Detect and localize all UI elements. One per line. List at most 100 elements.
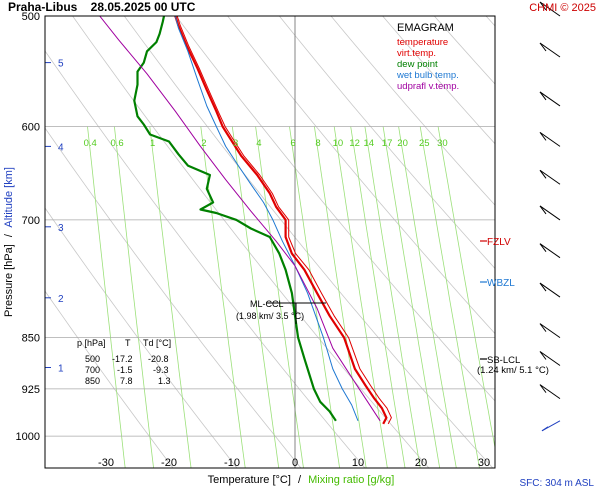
- wind-barb: [539, 323, 561, 339]
- altitude-tick-label: 4: [58, 142, 64, 153]
- y-axis-title-sep: /: [3, 233, 15, 237]
- wind-barb: [539, 42, 561, 58]
- fzlv-label: FZLV: [487, 237, 511, 248]
- dry-adiabat: [72, 16, 430, 468]
- series-temperatureline: [174, 16, 388, 425]
- table-cell: 850: [85, 376, 100, 386]
- mixing-ratio-line: [333, 126, 388, 468]
- wind-barb: [539, 205, 561, 221]
- wind-barb: [539, 169, 561, 185]
- mixing-ratio-line: [419, 126, 480, 468]
- mixing-ratio-label: 2: [201, 138, 206, 149]
- mixing-ratio-label: 20: [397, 138, 408, 149]
- series-wet-bulb-temp-line: [174, 16, 359, 421]
- wbzl-label: WBZL: [487, 278, 515, 289]
- temperature-tick-label: -10: [224, 457, 240, 469]
- mixing-ratio-label: 14: [364, 138, 375, 149]
- table-cell: 7.8: [120, 376, 133, 386]
- mixing-ratio-label: 10: [333, 138, 344, 149]
- x-axis-title-temperature: Temperature [°C]: [208, 474, 291, 486]
- wind-barb: [539, 384, 561, 400]
- table-header-p: p [hPa]: [77, 338, 106, 348]
- pressure-tick-label: 700: [22, 215, 40, 227]
- sb-lcl-label: SB-LCL: [487, 355, 520, 366]
- pressure-tick-label: 500: [22, 11, 40, 23]
- dry-adiabat: [175, 16, 495, 402]
- wind-barb: [539, 1, 561, 17]
- mixing-ratio-label: 0.4: [84, 138, 97, 149]
- sounding-table: p [hPa] T Td [°C] 500 -17.2 -20.8 700 -1…: [77, 338, 171, 386]
- mixing-ratio-line: [350, 126, 406, 468]
- mixing-ratio-line: [398, 126, 457, 468]
- temperature-tick-label: 30: [478, 457, 490, 469]
- table-cell: 500: [85, 354, 100, 364]
- wind-barb: [541, 420, 561, 432]
- mixing-ratio-line: [437, 126, 495, 450]
- dry-adiabat: [45, 207, 238, 468]
- pressure-tick-label: 1000: [16, 431, 40, 443]
- table-cell: -1.5: [117, 365, 133, 375]
- series-dew-pointline: [133, 16, 337, 422]
- mixing-ratio-line: [364, 126, 421, 468]
- ml-ccl-label: ML-CCL: [250, 299, 284, 309]
- legend-item-wet-bulb: wet bulb temp.: [396, 70, 459, 81]
- x-axis-title-mixing: Mixing ratio [g/kg]: [308, 474, 394, 486]
- sfc-label: SFC: 304 m ASL: [520, 478, 595, 489]
- dry-adiabat: [330, 16, 495, 206]
- temperature-tick-label: 20: [415, 457, 427, 469]
- temperature-tick-label: -30: [98, 457, 114, 469]
- wind-barb: [539, 282, 561, 298]
- series-udprafl-v-temp-line: [99, 16, 381, 422]
- wind-barb: [539, 91, 561, 107]
- svg-text:Pressure [hPa] / A: Pressure [hPa] / Altitude [km]: [3, 167, 15, 317]
- mixing-ratio-line: [87, 126, 126, 468]
- wbzl-marker: WBZL: [480, 278, 515, 289]
- mixing-ratio-label: 0.6: [110, 138, 123, 149]
- table-cell: -20.8: [148, 354, 169, 364]
- series-virt-temp-line: [176, 16, 392, 425]
- mixing-ratio-line: [382, 126, 441, 468]
- dry-adiabat: [382, 16, 495, 145]
- sb-lcl-marker: SB-LCL (1.24 km/ 5.1 °C): [477, 355, 549, 376]
- wind-barb: [539, 243, 561, 259]
- dry-adiabat: [123, 16, 494, 468]
- x-axis-title-sep: /: [298, 474, 302, 486]
- mixing-ratio-label: 3: [233, 138, 238, 149]
- legend-title: EMAGRAM: [397, 22, 454, 34]
- table-cell: 1.3: [158, 376, 171, 386]
- y-axis-title: Pressure [hPa] / Altitude [km]: [3, 167, 15, 317]
- ml-ccl-marker: ML-CCL (1.98 km/ 3.5 °C): [236, 299, 326, 324]
- table-cell: 700: [85, 365, 100, 375]
- dry-adiabat: [45, 50, 366, 468]
- table-header-td: Td [°C]: [143, 338, 171, 348]
- wind-barb: [539, 131, 561, 147]
- mixing-ratio-line: [200, 126, 246, 468]
- legend-item-temperature: temperature: [397, 37, 448, 48]
- dry-adiabat: [278, 16, 495, 270]
- legend-item-virt-temp: virt.temp.: [397, 48, 436, 59]
- mixing-ratio-line: [314, 126, 367, 468]
- mixing-ratio-line: [255, 126, 304, 468]
- altitude-tick-label: 3: [58, 223, 64, 234]
- pressure-tick-label: 600: [22, 122, 40, 134]
- mixing-ratio-line: [114, 126, 154, 468]
- y-axis-title-pressure: Pressure [hPa]: [3, 244, 15, 317]
- dry-adiabat: [227, 16, 495, 335]
- temperature-tick-label: 10: [352, 457, 364, 469]
- fzlv-marker: FZLV: [480, 237, 511, 248]
- legend-item-updraft: udprafl v.temp.: [397, 81, 459, 92]
- altitude-tick-label: 5: [58, 59, 64, 70]
- temperature-tick-label: -20: [161, 457, 177, 469]
- ml-ccl-detail: (1.98 km/ 3.5 °C): [236, 311, 304, 321]
- mixing-ratio-label: 17: [382, 138, 393, 149]
- mixing-ratio-label: 30: [437, 138, 448, 149]
- y-axis-title-altitude: Altitude [km]: [3, 167, 15, 228]
- table-cell: -9.3: [153, 365, 169, 375]
- table-cell: -17.2: [112, 354, 133, 364]
- x-axis-title: Temperature [°C] / Mixing ratio [g/kg]: [208, 474, 395, 486]
- legend-item-dew-point: dew point: [397, 59, 438, 70]
- mixing-ratio-label: 12: [349, 138, 360, 149]
- svg-text:Temperature [°C] /: Temperature [°C] / Mixing ratio [g/kg]: [208, 474, 395, 486]
- sb-lcl-detail: (1.24 km/ 5.1 °C): [477, 365, 549, 376]
